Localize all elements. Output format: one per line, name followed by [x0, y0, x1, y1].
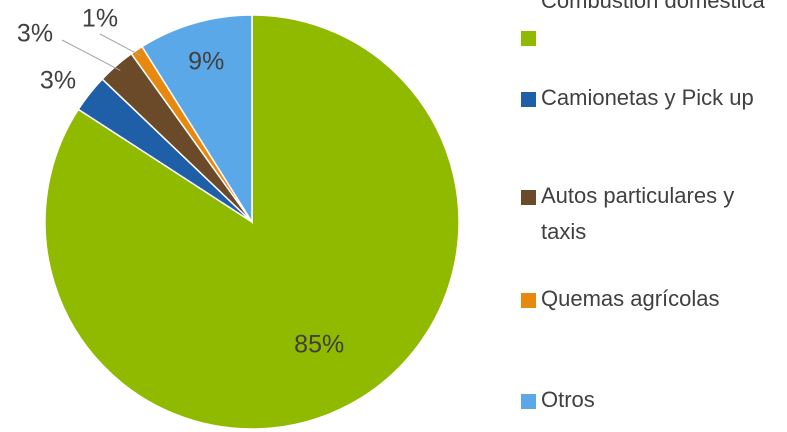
- data-label: 85%: [294, 330, 344, 358]
- legend-label: Autos particulares y taxis: [541, 183, 735, 244]
- legend-label: Combustión doméstica: [541, 0, 765, 13]
- legend-label: Quemas agrícolas: [541, 286, 720, 311]
- pie-slice: [141, 14, 253, 225]
- leader-line: [61, 39, 121, 71]
- legend-label: Otros: [541, 387, 595, 412]
- data-label: 3%: [17, 20, 53, 48]
- legend-entry: Otros: [521, 382, 771, 418]
- data-label: 9%: [188, 47, 224, 75]
- legend-swatch: [521, 293, 536, 308]
- pie-slice: [44, 14, 460, 430]
- legend-swatch: [521, 31, 536, 46]
- legend-swatch: [521, 394, 536, 409]
- legend-swatch: [521, 92, 536, 107]
- legend-entry: Camionetas y Pick up: [521, 80, 771, 116]
- legend-entry: Quemas agrícolas: [521, 281, 771, 317]
- leader-line: [99, 33, 141, 56]
- legend-swatch: [521, 190, 536, 205]
- data-label: 3%: [40, 67, 76, 95]
- data-label: 1%: [82, 5, 118, 33]
- legend-label: Camionetas y Pick up: [541, 85, 754, 110]
- legend-entry: Combustión doméstica: [521, 0, 771, 46]
- legend-entry: Autos particulares y taxis: [521, 178, 771, 250]
